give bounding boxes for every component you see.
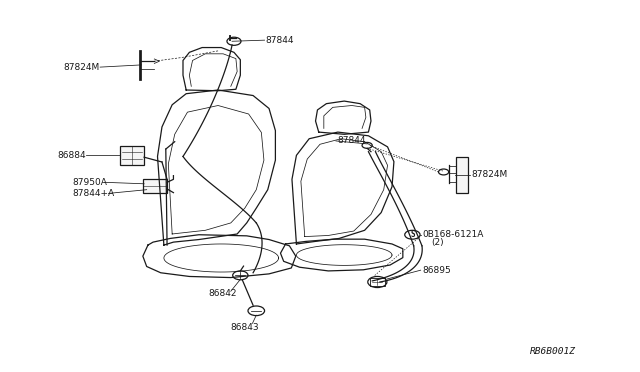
Text: 87824M: 87824M bbox=[64, 62, 100, 72]
Text: 87824M: 87824M bbox=[471, 170, 508, 179]
Text: 86895: 86895 bbox=[422, 266, 451, 275]
Text: 87844: 87844 bbox=[337, 137, 365, 145]
Text: 87844: 87844 bbox=[266, 36, 294, 45]
Text: RB6B001Z: RB6B001Z bbox=[531, 347, 576, 356]
Text: 86842: 86842 bbox=[209, 289, 237, 298]
Text: 0B168-6121A: 0B168-6121A bbox=[422, 230, 483, 239]
Text: S: S bbox=[410, 230, 415, 239]
FancyBboxPatch shape bbox=[120, 146, 144, 165]
Text: 87844+A: 87844+A bbox=[73, 189, 115, 198]
Text: 86843: 86843 bbox=[231, 323, 259, 331]
FancyBboxPatch shape bbox=[456, 157, 468, 193]
Text: 86884: 86884 bbox=[58, 151, 86, 160]
Text: 87950A: 87950A bbox=[73, 178, 108, 187]
FancyBboxPatch shape bbox=[143, 179, 167, 193]
Text: (2): (2) bbox=[431, 238, 444, 247]
